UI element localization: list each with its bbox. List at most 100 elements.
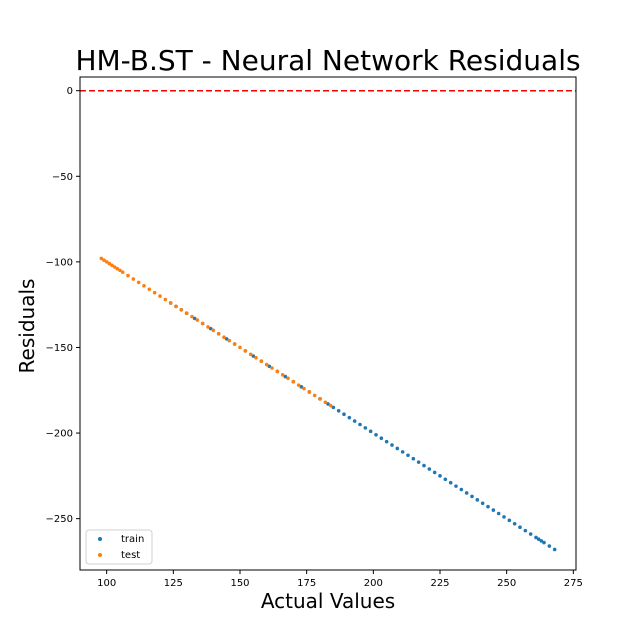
y-tick-label: 0	[67, 86, 73, 97]
test-point	[147, 287, 152, 292]
test-point	[248, 352, 253, 357]
x-tick-label: 225	[430, 578, 449, 589]
train-point	[523, 528, 528, 533]
train-point	[422, 463, 426, 468]
train-point	[480, 501, 485, 506]
train-point	[224, 337, 229, 341]
train-point	[358, 422, 362, 427]
test-point	[307, 390, 312, 394]
x-tick-label: 275	[564, 578, 583, 589]
x-tick-label: 125	[164, 578, 183, 589]
test-point	[200, 321, 205, 326]
train-point	[502, 515, 506, 519]
train-point	[470, 494, 474, 499]
train-point	[299, 385, 304, 389]
test-point	[163, 297, 168, 302]
x-axis-label: Actual Values	[261, 589, 395, 613]
train-point	[448, 480, 453, 485]
test-point	[302, 386, 306, 391]
train-point	[486, 504, 490, 509]
train-point	[432, 470, 437, 475]
test-point	[118, 268, 122, 273]
y-tick-label: −50	[52, 172, 73, 183]
test-point	[112, 265, 117, 269]
train-point	[331, 405, 336, 410]
test-point	[238, 345, 242, 350]
train-point	[379, 436, 384, 440]
x-tick-label: 100	[97, 578, 116, 589]
test-point	[195, 318, 200, 322]
train-point	[283, 374, 288, 379]
test-point	[264, 362, 269, 367]
train-point	[542, 540, 546, 545]
y-axis-label: Residuals	[15, 279, 39, 374]
y-axis: 0 −50 −100 −150 −200 −250	[46, 86, 80, 525]
test-point	[174, 304, 178, 309]
train-point	[427, 467, 432, 471]
train-point	[374, 432, 378, 437]
train-point	[416, 460, 421, 464]
train-point	[192, 316, 197, 321]
test-point	[136, 280, 141, 285]
train-point	[496, 511, 501, 516]
plot-border	[79, 76, 577, 571]
x-tick-label: 250	[497, 578, 516, 589]
test-point	[227, 338, 232, 343]
test-point	[102, 258, 106, 262]
test-point	[126, 273, 130, 278]
test-point	[243, 349, 248, 353]
legend-marker-test	[98, 553, 102, 557]
train-point	[534, 535, 538, 540]
train-point	[384, 439, 389, 444]
test-point	[275, 369, 280, 374]
test-point	[142, 284, 146, 288]
train-point	[536, 537, 541, 541]
train-point	[395, 446, 400, 451]
train-point	[400, 450, 405, 454]
train-point	[491, 508, 496, 512]
test-point	[280, 373, 285, 377]
legend-label-test: test	[121, 550, 140, 561]
legend-box	[85, 529, 153, 565]
train-point	[552, 547, 557, 552]
train-point	[539, 539, 544, 543]
test-point	[216, 331, 221, 336]
train-point	[208, 326, 213, 331]
test-point	[190, 314, 194, 319]
plot-background	[80, 77, 576, 570]
train-point	[336, 409, 341, 413]
train-point	[363, 426, 368, 430]
train-point	[406, 453, 410, 458]
train-point	[326, 402, 330, 406]
test-point	[312, 393, 317, 398]
train-point	[342, 412, 346, 417]
x-tick-label: 175	[297, 578, 316, 589]
train-point	[518, 525, 522, 530]
test-point	[179, 308, 184, 312]
test-point	[206, 325, 210, 329]
test-point	[323, 400, 328, 405]
test-point	[131, 277, 136, 281]
train-point	[251, 354, 256, 358]
chart-title: HM-B.ST - Neural Network Residuals	[75, 44, 580, 77]
y-tick-label: −100	[46, 257, 73, 268]
train-point	[368, 429, 373, 434]
y-tick-label: −150	[46, 343, 73, 354]
legend-marker-train	[98, 537, 102, 541]
train-point	[443, 477, 448, 482]
train-point	[528, 532, 533, 536]
x-axis: 100 125 150 175 200 225 250 275	[97, 570, 583, 589]
test-point	[99, 256, 104, 261]
train-point	[438, 474, 442, 478]
train-point	[475, 498, 480, 502]
train-point	[352, 419, 357, 423]
train-point	[507, 518, 512, 523]
test-point	[270, 366, 274, 370]
legend: train test	[85, 529, 153, 565]
plot-area	[80, 77, 576, 570]
train-point	[512, 521, 517, 526]
test-point	[318, 397, 322, 401]
train-point	[454, 484, 458, 488]
test-point	[115, 266, 120, 271]
